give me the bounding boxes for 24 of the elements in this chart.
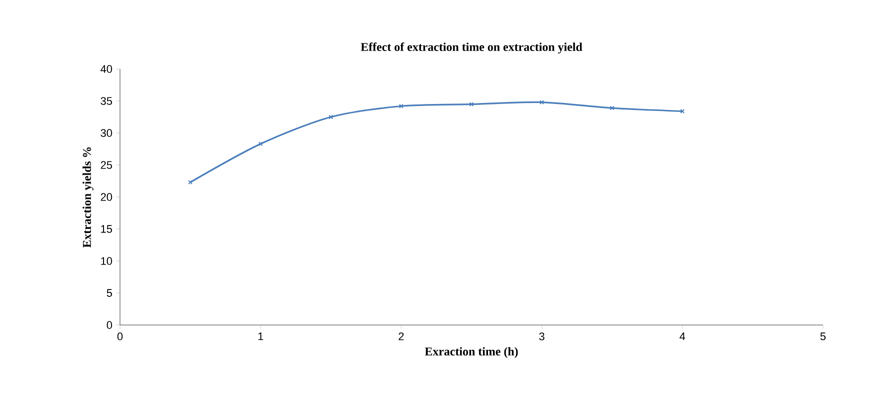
x-tick-label: 5 [820, 332, 826, 340]
point [469, 102, 474, 106]
x-tick-label: 4 [680, 332, 686, 340]
y-tick-label: 20 [100, 193, 112, 201]
point [258, 142, 263, 146]
point [328, 114, 334, 120]
y-tick-label: 0 [106, 321, 112, 329]
y-tick-label: 25 [100, 161, 112, 169]
chart-title: Effect of extraction time on extraction yield [360, 42, 582, 54]
x-tick-label: 1 [258, 332, 264, 340]
x-tick-label: 0 [117, 332, 123, 340]
point [540, 100, 544, 105]
x-tick-label: 2 [398, 332, 404, 340]
y-tick-label: 40 [100, 65, 112, 73]
y-tick-label: 10 [101, 257, 112, 265]
y-tick-label: 30 [100, 129, 112, 137]
point [610, 106, 614, 110]
y-tick-label: 5 [106, 289, 112, 297]
y-axis-title: Extraction yields % [82, 147, 94, 248]
y-tick-label: 15 [101, 225, 112, 233]
x-axis-title: Exraction time (h) [424, 347, 518, 358]
y-tick-label: 35 [100, 97, 112, 105]
x-tick-label: 3 [539, 332, 544, 340]
point [398, 104, 404, 108]
